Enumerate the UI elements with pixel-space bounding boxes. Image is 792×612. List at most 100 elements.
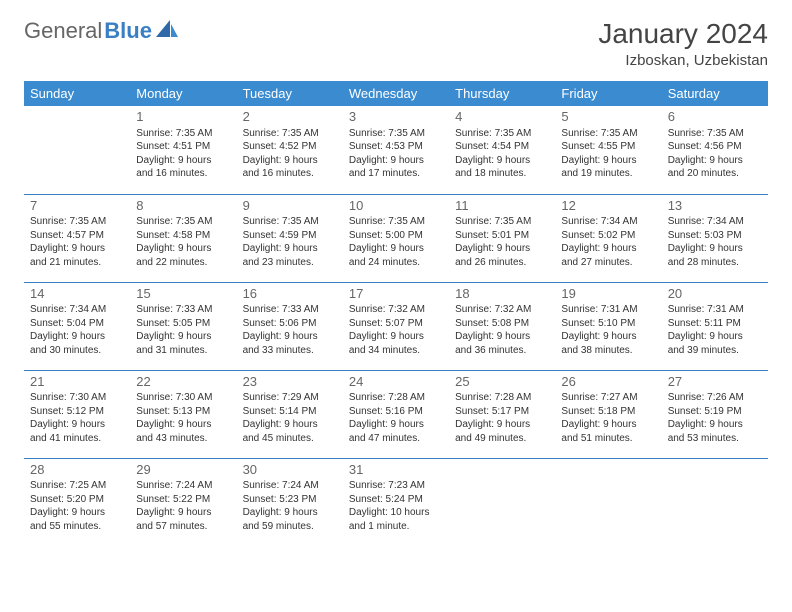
day-info-line: and 19 minutes. [561, 167, 655, 181]
day-info-line: Sunrise: 7:31 AM [561, 303, 655, 317]
header: General Blue January 2024 Izboskan, Uzbe… [24, 18, 768, 69]
day-info-line: Daylight: 9 hours [668, 330, 762, 344]
calendar-cell: 31Sunrise: 7:23 AMSunset: 5:24 PMDayligh… [343, 458, 449, 546]
calendar-week: 14Sunrise: 7:34 AMSunset: 5:04 PMDayligh… [24, 282, 768, 370]
day-info-line: and 16 minutes. [136, 167, 230, 181]
day-number: 23 [243, 373, 337, 391]
day-info-line: and 49 minutes. [455, 432, 549, 446]
logo: General Blue [24, 18, 178, 44]
calendar-week: 7Sunrise: 7:35 AMSunset: 4:57 PMDaylight… [24, 194, 768, 282]
day-number: 10 [349, 197, 443, 215]
day-info-line: and 22 minutes. [136, 256, 230, 270]
day-info-line: Sunset: 5:06 PM [243, 317, 337, 331]
day-info-line: Daylight: 9 hours [30, 242, 124, 256]
day-info-line: Sunset: 5:01 PM [455, 229, 549, 243]
logo-sail-icon [156, 18, 178, 44]
day-info-line: Daylight: 9 hours [243, 418, 337, 432]
day-number: 3 [349, 108, 443, 126]
day-number: 7 [30, 197, 124, 215]
calendar-cell: 11Sunrise: 7:35 AMSunset: 5:01 PMDayligh… [449, 194, 555, 282]
day-header: Saturday [662, 81, 768, 106]
day-info-line: Sunset: 5:08 PM [455, 317, 549, 331]
calendar-cell [449, 458, 555, 546]
day-info-line: Sunrise: 7:35 AM [561, 127, 655, 141]
calendar-cell: 19Sunrise: 7:31 AMSunset: 5:10 PMDayligh… [555, 282, 661, 370]
day-header-row: Sunday Monday Tuesday Wednesday Thursday… [24, 81, 768, 106]
day-info-line: Sunrise: 7:34 AM [668, 215, 762, 229]
day-info-line: Daylight: 9 hours [243, 242, 337, 256]
calendar-cell: 4Sunrise: 7:35 AMSunset: 4:54 PMDaylight… [449, 106, 555, 194]
day-info-line: and 33 minutes. [243, 344, 337, 358]
day-info-line: Daylight: 9 hours [455, 154, 549, 168]
calendar-cell: 13Sunrise: 7:34 AMSunset: 5:03 PMDayligh… [662, 194, 768, 282]
day-info-line: Daylight: 9 hours [668, 418, 762, 432]
day-info-line: Sunset: 5:12 PM [30, 405, 124, 419]
day-info-line: Sunrise: 7:24 AM [243, 479, 337, 493]
day-info-line: Sunrise: 7:25 AM [30, 479, 124, 493]
calendar-cell: 3Sunrise: 7:35 AMSunset: 4:53 PMDaylight… [343, 106, 449, 194]
day-number: 22 [136, 373, 230, 391]
day-info-line: Daylight: 9 hours [30, 330, 124, 344]
day-info-line: Sunrise: 7:28 AM [455, 391, 549, 405]
calendar-week: 21Sunrise: 7:30 AMSunset: 5:12 PMDayligh… [24, 370, 768, 458]
day-info-line: Sunset: 5:24 PM [349, 493, 443, 507]
day-info-line: and 43 minutes. [136, 432, 230, 446]
day-info-line: Sunset: 5:19 PM [668, 405, 762, 419]
day-info-line: Daylight: 9 hours [668, 242, 762, 256]
calendar-cell: 21Sunrise: 7:30 AMSunset: 5:12 PMDayligh… [24, 370, 130, 458]
day-info-line: and 31 minutes. [136, 344, 230, 358]
day-info-line: and 34 minutes. [349, 344, 443, 358]
day-info-line: Sunrise: 7:29 AM [243, 391, 337, 405]
day-number: 28 [30, 461, 124, 479]
day-info-line: Daylight: 9 hours [136, 330, 230, 344]
day-info-line: Sunset: 5:20 PM [30, 493, 124, 507]
day-info-line: Sunset: 5:16 PM [349, 405, 443, 419]
day-info-line: Sunrise: 7:34 AM [30, 303, 124, 317]
day-header: Sunday [24, 81, 130, 106]
calendar-cell: 12Sunrise: 7:34 AMSunset: 5:02 PMDayligh… [555, 194, 661, 282]
day-number: 24 [349, 373, 443, 391]
location-label: Izboskan, Uzbekistan [598, 52, 768, 69]
day-info-line: Sunrise: 7:35 AM [136, 215, 230, 229]
calendar-cell: 28Sunrise: 7:25 AMSunset: 5:20 PMDayligh… [24, 458, 130, 546]
day-info-line: Daylight: 9 hours [30, 506, 124, 520]
day-header: Wednesday [343, 81, 449, 106]
calendar-cell: 17Sunrise: 7:32 AMSunset: 5:07 PMDayligh… [343, 282, 449, 370]
day-info-line: Daylight: 9 hours [561, 418, 655, 432]
day-info-line: and 53 minutes. [668, 432, 762, 446]
day-info-line: Sunset: 4:58 PM [136, 229, 230, 243]
calendar-week: 28Sunrise: 7:25 AMSunset: 5:20 PMDayligh… [24, 458, 768, 546]
calendar-cell: 18Sunrise: 7:32 AMSunset: 5:08 PMDayligh… [449, 282, 555, 370]
day-number: 1 [136, 108, 230, 126]
day-info-line: Daylight: 9 hours [136, 418, 230, 432]
day-info-line: Sunrise: 7:30 AM [30, 391, 124, 405]
day-info-line: Sunset: 5:07 PM [349, 317, 443, 331]
day-info-line: Sunset: 5:17 PM [455, 405, 549, 419]
day-info-line: Sunset: 5:02 PM [561, 229, 655, 243]
day-number: 8 [136, 197, 230, 215]
day-info-line: and 36 minutes. [455, 344, 549, 358]
day-info-line: Sunrise: 7:35 AM [668, 127, 762, 141]
day-info-line: Sunrise: 7:35 AM [349, 215, 443, 229]
day-info-line: Sunrise: 7:35 AM [455, 215, 549, 229]
day-info-line: Sunset: 4:59 PM [243, 229, 337, 243]
day-info-line: Daylight: 9 hours [349, 330, 443, 344]
calendar-cell: 15Sunrise: 7:33 AMSunset: 5:05 PMDayligh… [130, 282, 236, 370]
calendar-cell: 20Sunrise: 7:31 AMSunset: 5:11 PMDayligh… [662, 282, 768, 370]
day-info-line: Sunrise: 7:35 AM [136, 127, 230, 141]
day-info-line: Sunrise: 7:23 AM [349, 479, 443, 493]
day-info-line: Daylight: 9 hours [243, 506, 337, 520]
day-header: Monday [130, 81, 236, 106]
day-info-line: Sunrise: 7:35 AM [243, 127, 337, 141]
day-info-line: Sunset: 4:57 PM [30, 229, 124, 243]
day-info-line: Daylight: 9 hours [243, 330, 337, 344]
day-number: 9 [243, 197, 337, 215]
calendar-cell: 23Sunrise: 7:29 AMSunset: 5:14 PMDayligh… [237, 370, 343, 458]
day-info-line: and 59 minutes. [243, 520, 337, 534]
day-info-line: Daylight: 9 hours [243, 154, 337, 168]
day-info-line: and 21 minutes. [30, 256, 124, 270]
day-info-line: Sunset: 5:04 PM [30, 317, 124, 331]
day-info-line: Sunset: 5:18 PM [561, 405, 655, 419]
calendar-table: Sunday Monday Tuesday Wednesday Thursday… [24, 81, 768, 546]
day-number: 12 [561, 197, 655, 215]
